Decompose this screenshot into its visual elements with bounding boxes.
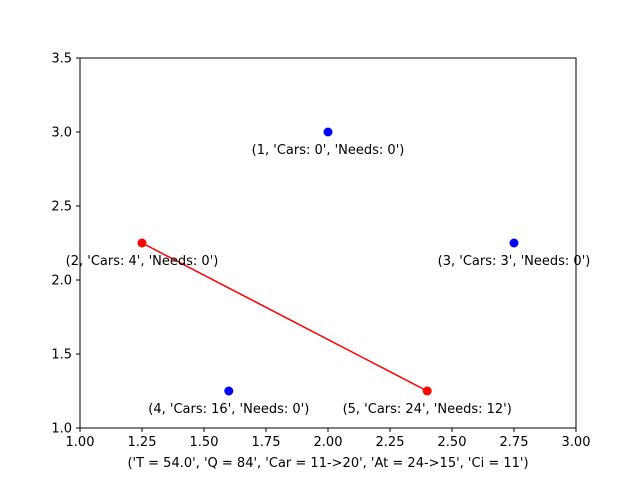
- x-tick-label: 2.50: [438, 435, 467, 450]
- point-label: (3, 'Cars: 3', 'Needs: 0'): [438, 254, 591, 269]
- x-tick-label: 3.00: [562, 435, 591, 450]
- x-axis: 1.00 1.25 1.50 1.75 2.00 2.25 2.50 2.75 3.00: [66, 428, 591, 450]
- y-tick-label: 2.5: [51, 200, 72, 215]
- data-point: [509, 238, 519, 248]
- data-point: [422, 386, 432, 396]
- route-line: [141, 242, 428, 392]
- x-tick-label: 2.00: [314, 435, 343, 450]
- x-tick-label: 1.00: [66, 435, 95, 450]
- x-tick-label: 1.50: [190, 435, 219, 450]
- route-layer: [141, 242, 428, 392]
- data-point: [224, 386, 234, 396]
- point-labels-layer: (1, 'Cars: 0', 'Needs: 0') (2, 'Cars: 4',…: [66, 143, 591, 417]
- y-tick-label: 3.0: [51, 126, 72, 141]
- point-label: (1, 'Cars: 0', 'Needs: 0'): [252, 143, 405, 158]
- y-tick-label: 3.5: [51, 52, 72, 67]
- data-point: [323, 127, 333, 137]
- x-tick-label: 1.75: [252, 435, 281, 450]
- y-tick-label: 1.0: [51, 422, 72, 437]
- x-tick-label: 2.75: [500, 435, 529, 450]
- x-tick-label: 2.25: [376, 435, 405, 450]
- point-label: (2, 'Cars: 4', 'Needs: 0'): [66, 254, 219, 269]
- y-axis: 1.0 1.5 2.0 2.5 3.0 3.5: [51, 52, 80, 437]
- x-axis-label: ('T = 54.0', 'Q = 84', 'Car = 11->20', '…: [127, 456, 528, 471]
- y-tick-label: 2.0: [51, 274, 72, 289]
- y-tick-label: 1.5: [51, 348, 72, 363]
- point-label: (4, 'Cars: 16', 'Needs: 0'): [148, 402, 309, 417]
- points-layer: [137, 127, 519, 396]
- data-point: [137, 238, 147, 248]
- x-tick-label: 1.25: [128, 435, 157, 450]
- point-label: (5, 'Cars: 24', 'Needs: 12'): [343, 402, 512, 417]
